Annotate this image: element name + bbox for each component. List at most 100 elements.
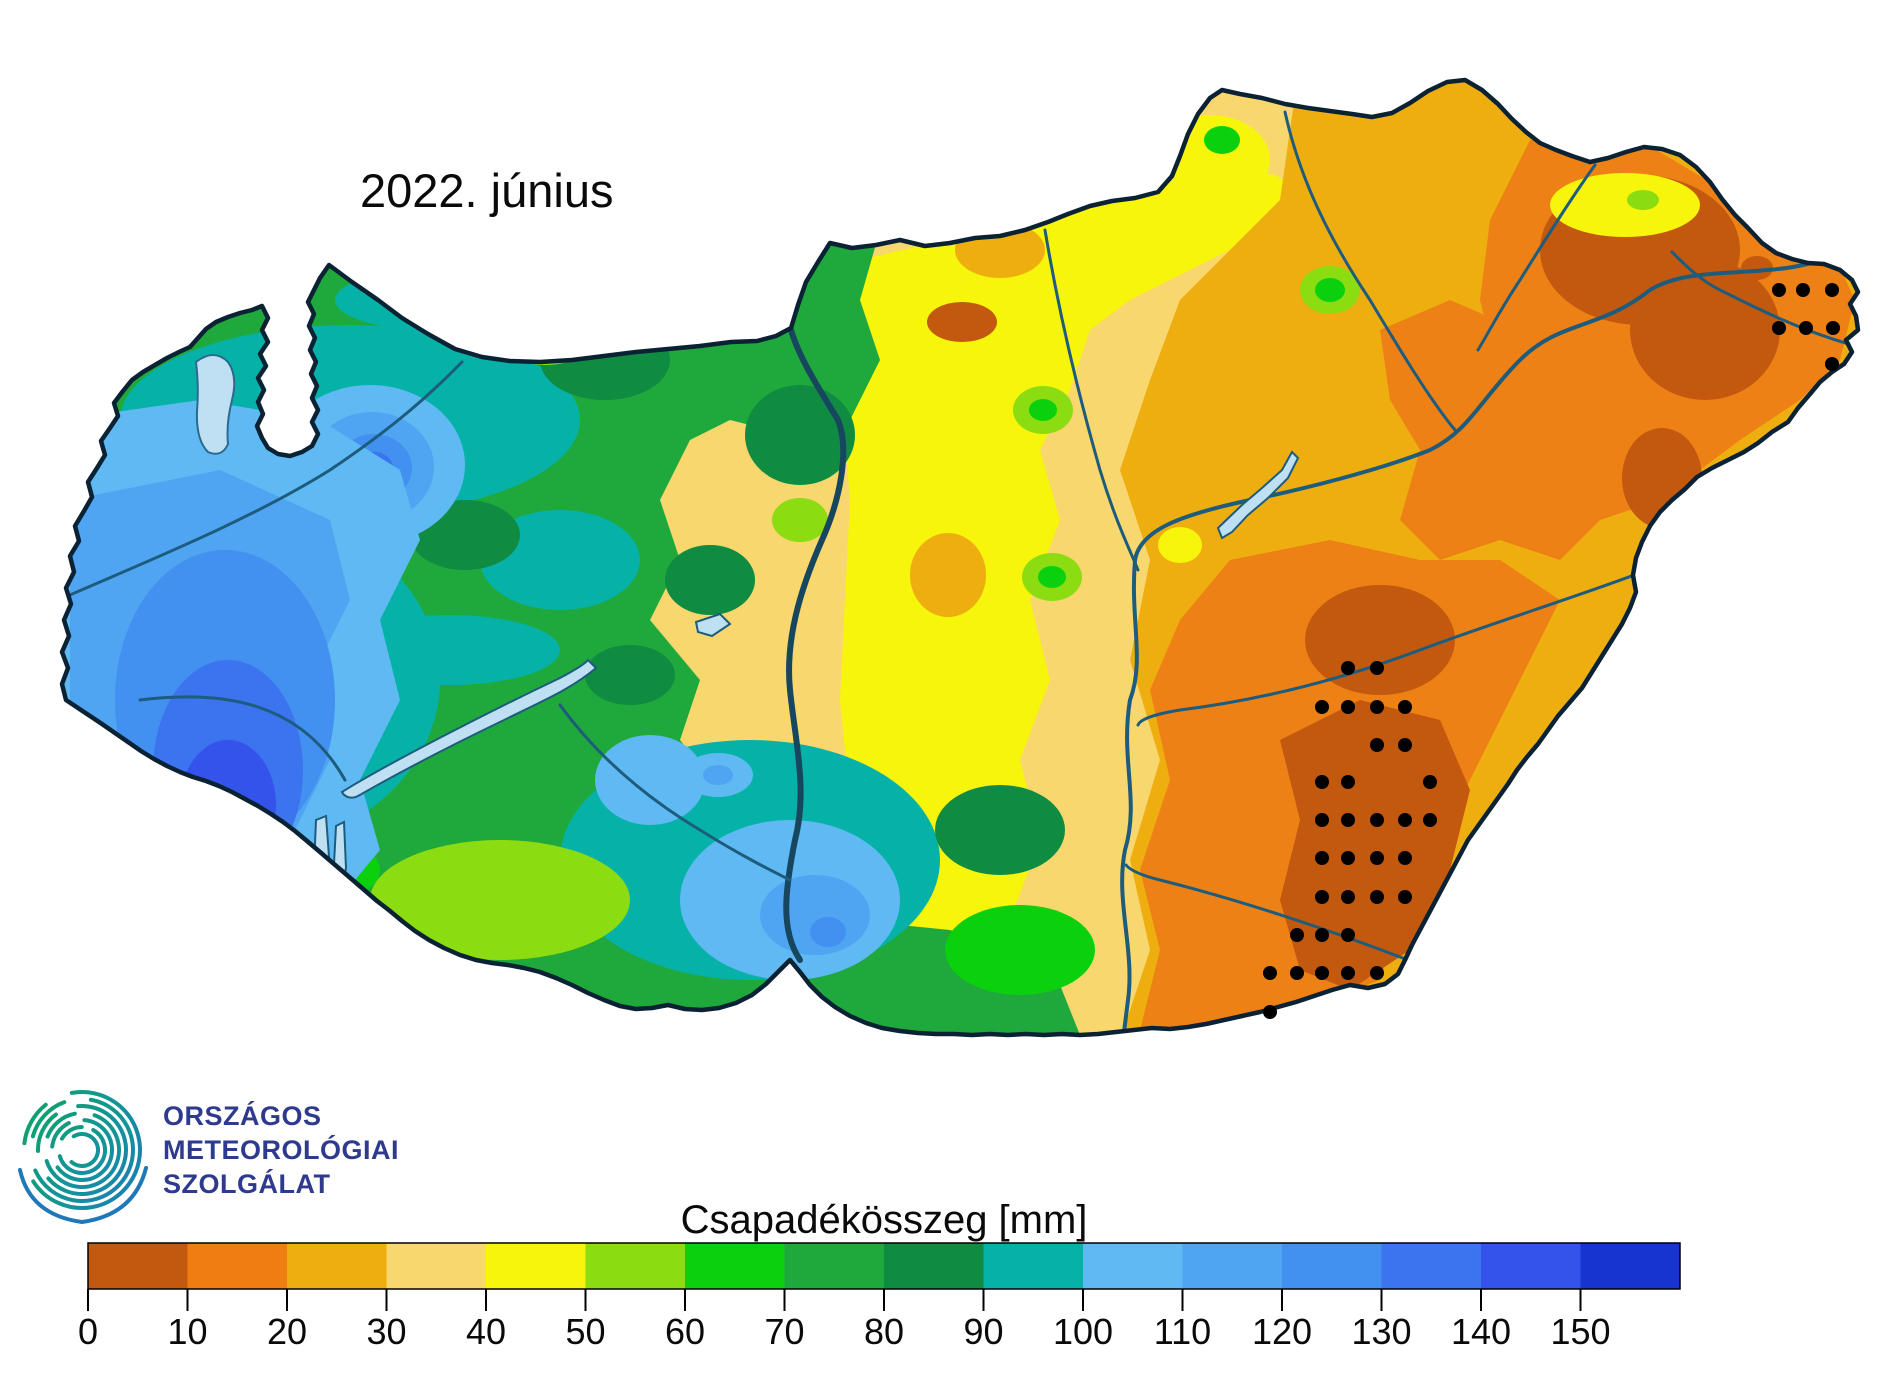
- colorbar-segment-20: [287, 1243, 387, 1289]
- fill-darkorange: [927, 302, 997, 342]
- map-title: 2022. június: [360, 164, 613, 217]
- fill-yellow-valley-ne: [1550, 173, 1700, 237]
- fill-lime: [370, 840, 630, 960]
- fill-darkgreen: [745, 385, 855, 485]
- zala-river: [138, 695, 347, 782]
- fill-darkorange: [1630, 260, 1780, 400]
- stipple-dot: [1796, 283, 1810, 297]
- fill-blue: [810, 917, 846, 947]
- fill-lime: [490, 295, 600, 365]
- fill-yellow-spot: [335, 928, 425, 972]
- colorbar-tick-label-20: 20: [267, 1311, 307, 1352]
- maros-river: [1124, 863, 1410, 962]
- stipple-dot: [1263, 1005, 1277, 1019]
- stipple-dot: [1341, 851, 1355, 865]
- fill-brightgreen: [617, 276, 693, 324]
- stipple-dot: [1398, 890, 1412, 904]
- stipple-dot: [1398, 813, 1412, 827]
- bodrog-river: [1476, 163, 1597, 352]
- colorbar-segment-140: [1481, 1243, 1581, 1289]
- stipple-dot: [1341, 700, 1355, 714]
- fill-darkgreen: [665, 545, 755, 615]
- logo-arc: [57, 1125, 107, 1175]
- fill-deeperblue-west: [180, 740, 276, 870]
- fill-darkorange: [1305, 585, 1455, 695]
- colorbar-segment-70: [784, 1243, 884, 1289]
- colorbar-segment-100: [1083, 1243, 1183, 1289]
- colorbar-tick-label-60: 60: [665, 1311, 705, 1352]
- fill-darkestblue-west: [206, 804, 246, 856]
- logo-arc: [29, 1097, 135, 1203]
- colorbar-tick-label-150: 150: [1550, 1311, 1610, 1352]
- rivers: [62, 110, 1854, 1034]
- stipple-dot: [1799, 321, 1813, 335]
- stipple-dot: [1772, 283, 1786, 297]
- colorbar-tick-label-100: 100: [1053, 1311, 1113, 1352]
- stipple-dot: [1772, 321, 1786, 335]
- stipple-dot: [1315, 928, 1329, 942]
- stipple-dot: [1825, 283, 1839, 297]
- stipple-dot: [1826, 321, 1840, 335]
- colorbar-segment-90: [983, 1243, 1083, 1289]
- logo-arc: [43, 1111, 121, 1189]
- fill-green-spot: [1315, 278, 1345, 302]
- colorbar-segment-120: [1282, 1243, 1382, 1289]
- fill-brightgreen: [945, 905, 1095, 995]
- stipple-dot: [1290, 928, 1304, 942]
- fill-darkgreen: [480, 298, 580, 342]
- stipple-dot: [1398, 738, 1412, 752]
- colorbar-tick-label-0: 0: [78, 1311, 98, 1352]
- stipple-dot: [1370, 966, 1384, 980]
- colorbar-segment-150: [1580, 1243, 1680, 1289]
- colorbar-segment-60: [685, 1243, 785, 1289]
- fill-darkgreen: [935, 785, 1065, 875]
- stipple-dot: [1315, 775, 1329, 789]
- stipple-dot: [1341, 966, 1355, 980]
- colorbar-tick-label-70: 70: [764, 1311, 804, 1352]
- stipple-dot: [1315, 851, 1329, 865]
- stipple-dots-overlay: [1263, 283, 1840, 1019]
- colorbar-segment-40: [486, 1243, 586, 1289]
- colorbar-tick-label-30: 30: [366, 1311, 406, 1352]
- stipple-dot: [1370, 851, 1384, 865]
- stipple-dot: [1315, 813, 1329, 827]
- stipple-dot: [1315, 700, 1329, 714]
- fill-orange-nyirseg: [1380, 300, 1640, 560]
- colorbar-tick-label-110: 110: [1154, 1311, 1211, 1352]
- fill-teal: [340, 615, 560, 685]
- logo-arc: [22, 1090, 142, 1210]
- colorbar-tick-label-40: 40: [466, 1311, 506, 1352]
- szamos-river: [1670, 250, 1854, 347]
- logo-line-3: SZOLGÁLAT: [163, 1168, 330, 1199]
- fill-skyblue: [760, 875, 870, 955]
- raba-river: [62, 360, 464, 600]
- colorbar-segment-80: [884, 1243, 984, 1289]
- colorbar-tick-label-90: 90: [963, 1311, 1003, 1352]
- kis-balaton-east: [332, 820, 348, 897]
- fill-amber-spot: [302, 901, 342, 929]
- fill-amber-spot: [910, 533, 986, 617]
- fill-lightblue: [595, 735, 705, 825]
- fill-green-spot: [1204, 126, 1240, 154]
- omsz-logo-mark-icon: [22, 1090, 142, 1210]
- stipple-dot: [1290, 966, 1304, 980]
- fill-green-spot: [1038, 566, 1066, 588]
- colorbar-tick-label-140: 140: [1451, 1311, 1511, 1352]
- colorbar-segment-110: [1182, 1243, 1282, 1289]
- logo-tail-arc: [18, 1166, 148, 1225]
- lake-ferto: [194, 354, 236, 455]
- fill-darkorange-south: [1280, 700, 1470, 990]
- colorbar-ticks: 0 10 20 30 40 50 60 70 80 90 100 110 120 130 140 150: [78, 1289, 1611, 1352]
- stipple-dot: [1341, 928, 1355, 942]
- colorbar-tick-label-120: 120: [1252, 1311, 1312, 1352]
- lake-velence: [694, 612, 732, 638]
- fill-teal: [335, 270, 525, 330]
- fill-darkorange: [1075, 95, 1195, 165]
- fill-lime: [772, 498, 828, 542]
- fill-lime: [300, 910, 460, 990]
- fill-yellow-spot: [1158, 527, 1202, 563]
- colorbar-tick-label-50: 50: [565, 1311, 605, 1352]
- danube-river: [783, 327, 847, 963]
- colorbar-tick-label-10: 10: [167, 1311, 207, 1352]
